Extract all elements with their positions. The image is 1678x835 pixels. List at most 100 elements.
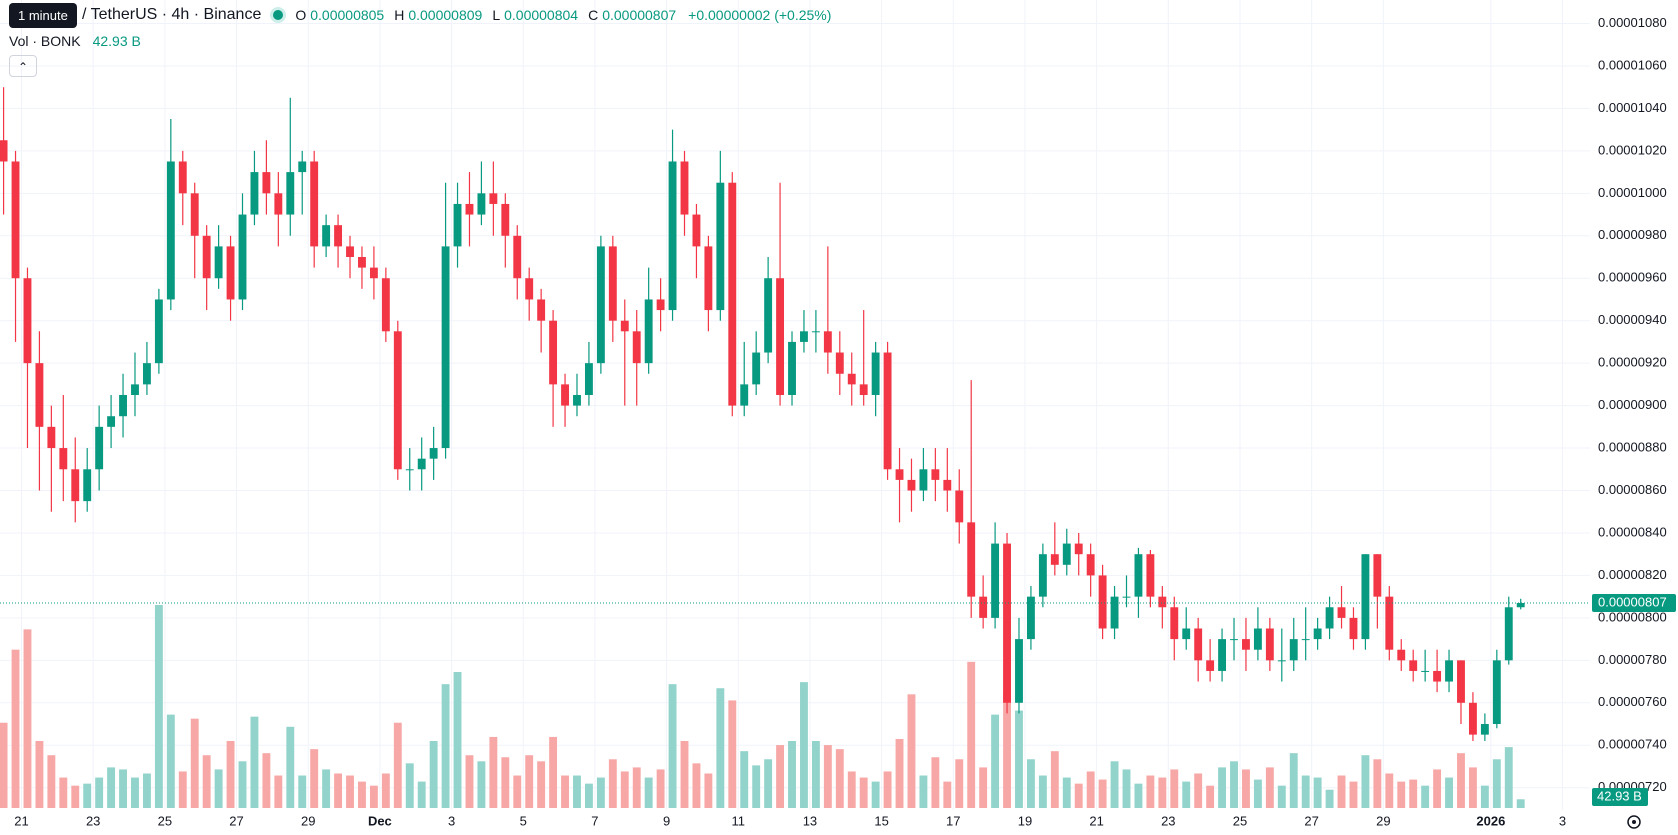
y-tick-label: 0.00000860 bbox=[1598, 482, 1667, 497]
volume-bar bbox=[1492, 759, 1501, 808]
candle-body bbox=[1409, 660, 1418, 671]
x-tick-label: 5 bbox=[520, 813, 527, 828]
candle-body bbox=[704, 246, 713, 311]
candle-body bbox=[1003, 543, 1011, 703]
candle-body bbox=[1182, 628, 1191, 640]
volume-bar bbox=[596, 777, 605, 808]
volume-bar bbox=[1170, 769, 1179, 808]
candle-body bbox=[142, 363, 151, 385]
volume-bar bbox=[967, 661, 976, 808]
volume-bar bbox=[1313, 777, 1322, 808]
candle-body bbox=[752, 352, 761, 385]
volume-bar bbox=[381, 773, 390, 808]
settings-icon[interactable] bbox=[1627, 815, 1641, 829]
candle-body bbox=[1050, 554, 1059, 565]
candle-body bbox=[489, 193, 498, 204]
volume-bar bbox=[620, 771, 629, 808]
candle-body bbox=[346, 246, 354, 258]
y-tick-label: 0.00000880 bbox=[1598, 439, 1667, 454]
candle-body bbox=[596, 246, 605, 364]
settings-icon-dot bbox=[1632, 820, 1636, 824]
volume-bar bbox=[764, 759, 773, 808]
candle-body bbox=[943, 479, 952, 491]
candle-body bbox=[835, 352, 844, 374]
volume-value: 42.93 B bbox=[92, 33, 141, 49]
legend-key: C bbox=[588, 7, 599, 23]
volume-bar bbox=[979, 767, 988, 808]
candle-body bbox=[1253, 628, 1262, 650]
volume-axis-label: 42.93 B bbox=[1597, 788, 1642, 803]
candle-body bbox=[1015, 639, 1023, 703]
volume-bar bbox=[1468, 767, 1477, 808]
volume-bar bbox=[95, 777, 104, 808]
volume-bar bbox=[573, 775, 581, 808]
candle-body bbox=[1062, 543, 1071, 565]
candle-body bbox=[131, 384, 139, 395]
collapse-button[interactable]: ⌃ bbox=[9, 55, 37, 77]
volume-bar bbox=[501, 757, 510, 808]
volume-bar bbox=[59, 777, 68, 808]
x-tick-label: 21 bbox=[14, 813, 28, 828]
candle-body bbox=[991, 543, 1000, 618]
candle-body bbox=[1277, 660, 1286, 662]
x-tick-label: 9 bbox=[663, 813, 670, 828]
volume-bar bbox=[991, 714, 1000, 808]
candle-body bbox=[800, 331, 808, 342]
volume-bar bbox=[692, 763, 701, 808]
candle-body bbox=[1289, 639, 1298, 661]
candle-body bbox=[1516, 603, 1525, 608]
candle-body bbox=[1158, 596, 1167, 608]
candle-body bbox=[513, 235, 522, 279]
candle-body bbox=[656, 299, 665, 311]
candle-body bbox=[1098, 575, 1107, 629]
volume-bar bbox=[859, 777, 868, 808]
volume-bar bbox=[728, 700, 737, 808]
candle-body bbox=[501, 203, 510, 236]
candle-body bbox=[35, 363, 44, 427]
volume-bar bbox=[1433, 769, 1442, 808]
volume-bar bbox=[871, 781, 880, 808]
volume-bar bbox=[1218, 767, 1227, 808]
symbol[interactable]: / TetherUS · 4h · Binance bbox=[82, 6, 262, 23]
candle-body bbox=[1373, 554, 1382, 597]
volume-bar bbox=[1301, 775, 1310, 808]
volume-bar bbox=[1074, 783, 1083, 808]
legend-value: 0.00000804 bbox=[504, 7, 579, 23]
x-tick-label: 13 bbox=[803, 813, 817, 828]
candle-body bbox=[1206, 660, 1215, 671]
volume-bar bbox=[47, 755, 56, 808]
volume-bar bbox=[23, 629, 32, 808]
volume-bar bbox=[1242, 769, 1250, 808]
x-tick-label: 23 bbox=[1161, 813, 1175, 828]
y-tick-label: 0.00001020 bbox=[1598, 142, 1667, 157]
volume-bar bbox=[955, 759, 964, 808]
candle-body bbox=[644, 299, 653, 364]
candle-body bbox=[1122, 596, 1131, 598]
candle-body bbox=[764, 278, 773, 353]
volume-bar bbox=[1182, 781, 1191, 808]
candle-body bbox=[931, 469, 940, 480]
volume-bar bbox=[429, 741, 438, 808]
volume-bar bbox=[1480, 785, 1489, 808]
candle-body bbox=[465, 203, 474, 215]
volume-bar bbox=[1253, 779, 1262, 808]
volume-bar bbox=[1194, 773, 1203, 808]
volume-bar bbox=[919, 775, 928, 808]
volume-bar bbox=[549, 736, 558, 808]
volume-bar bbox=[71, 785, 80, 808]
y-tick-label: 0.00000800 bbox=[1598, 609, 1667, 624]
volume-bar bbox=[680, 741, 689, 808]
y-tick-label: 0.00000780 bbox=[1598, 652, 1667, 667]
volume-bar bbox=[632, 767, 641, 808]
volume-title: Vol · BONK bbox=[9, 33, 81, 49]
volume-bar bbox=[346, 775, 354, 808]
candle-body bbox=[859, 384, 868, 395]
candle-body bbox=[1110, 596, 1119, 629]
x-tick-label: 29 bbox=[301, 813, 315, 828]
candle-body bbox=[919, 469, 928, 491]
candle-body bbox=[95, 426, 104, 470]
volume-bar bbox=[202, 755, 211, 808]
volume-bar bbox=[142, 773, 151, 808]
candle-body bbox=[358, 257, 366, 268]
volume-bar bbox=[477, 761, 486, 808]
